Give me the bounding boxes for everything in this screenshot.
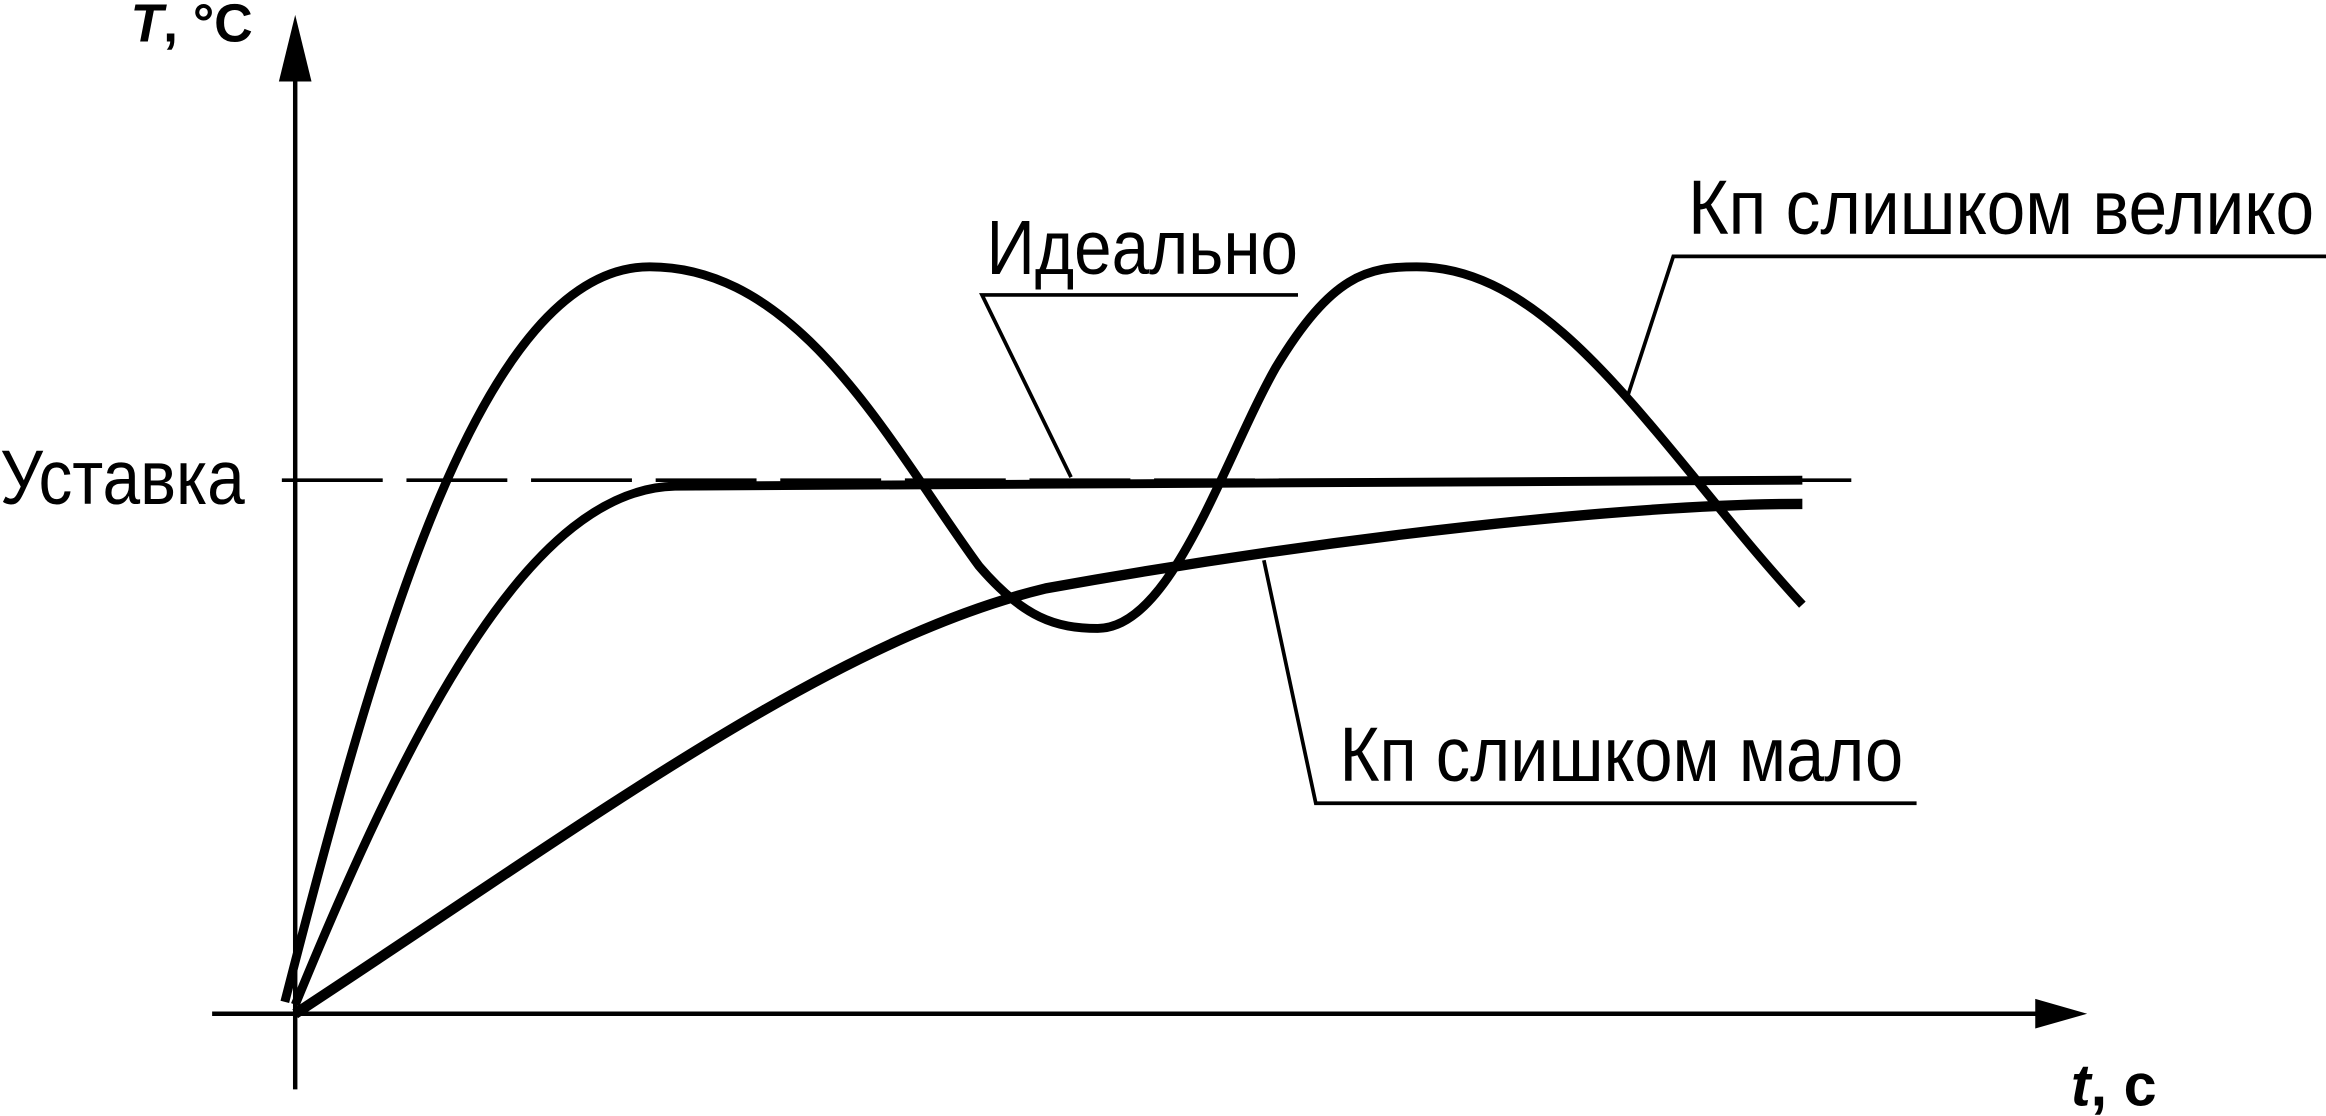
x-axis-label: t, c <box>2071 1052 2157 1116</box>
curve-kp-too-large <box>280 262 1806 1003</box>
curve-kp-too-small <box>292 498 1803 1019</box>
label-setpoint: Уставка <box>0 435 245 521</box>
y-axis-symbol: T <box>131 0 168 53</box>
x-axis-symbol: t <box>2071 1052 2093 1116</box>
label-kp-too-large: Кп слишком велико <box>1688 165 2314 251</box>
x-axis-arrow <box>2035 998 2088 1029</box>
y-axis-unit: , °C <box>163 0 253 53</box>
label-ideal: Идеально <box>986 205 1298 291</box>
y-axis-arrow <box>278 14 312 82</box>
label-kp-too-small: Кп слишком мало <box>1340 712 1904 798</box>
x-axis-unit: , c <box>2091 1052 2157 1116</box>
curve-ideal <box>291 475 1803 1007</box>
leader-ideal <box>979 293 1298 479</box>
y-axis-label: T, °C <box>131 0 253 53</box>
leader-kp-too-small <box>1262 559 1917 806</box>
leader-kp-too-large <box>1625 254 2326 398</box>
